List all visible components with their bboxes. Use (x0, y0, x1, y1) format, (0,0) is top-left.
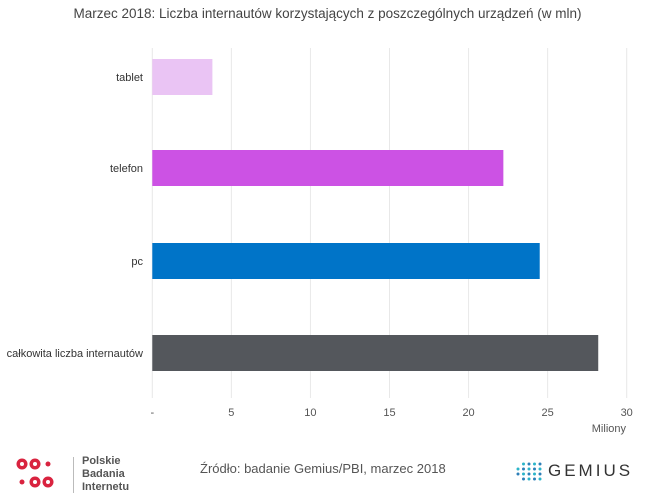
source-note: Źródło: badanie Gemius/PBI, marzec 2018 (200, 461, 446, 476)
bar-chart: - 5 10 15 20 25 30 Miliony tablet telefon pc całkow… (7, 48, 633, 435)
category-label: telefon (110, 163, 143, 175)
chart-title: Marzec 2018: Liczba internautów korzysta… (73, 6, 582, 21)
bar-1 (152, 150, 504, 186)
category-label: tablet (116, 72, 143, 84)
x-tick-label: 15 (383, 407, 395, 419)
x-tick-label: 25 (542, 407, 554, 419)
pbi-logo-text: Polskie Badania Internetu (82, 455, 129, 494)
category-label: pc (131, 256, 143, 268)
x-tick-label: - (150, 407, 154, 419)
x-tick-label: 10 (304, 407, 316, 419)
gemius-logo-text: GEMIUS (548, 461, 634, 480)
bar-3 (152, 335, 599, 371)
x-tick-label: 20 (462, 407, 474, 419)
category-label: całkowita liczba internautów (7, 348, 143, 360)
x-tick-label: 30 (621, 407, 633, 419)
pbi-word: Polskie (82, 455, 121, 467)
logo-divider (73, 457, 74, 493)
bar-0 (152, 59, 213, 95)
bar-2 (152, 243, 540, 279)
x-axis-label: Miliony (592, 423, 627, 435)
pbi-word: Internetu (82, 481, 130, 493)
pbi-word: Badania (82, 468, 125, 480)
x-tick-label: 5 (228, 407, 234, 419)
